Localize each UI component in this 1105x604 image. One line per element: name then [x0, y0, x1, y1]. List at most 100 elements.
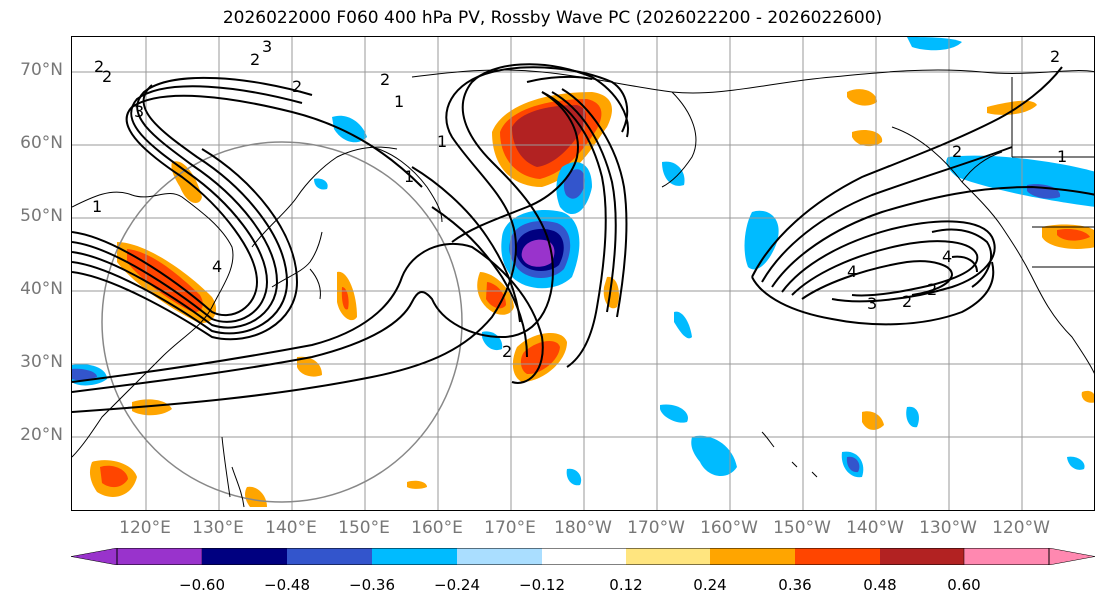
- colorbar-tick: −0.24: [434, 576, 480, 594]
- positive-anomaly: [132, 399, 172, 416]
- colorbar-segment: [542, 548, 626, 565]
- negative-anomaly: [566, 468, 582, 486]
- map-panel: 2 2 3 2 2 1 2 3 4 1 1 1 2 2 1 4 3 2 2 4 …: [71, 36, 1095, 511]
- lon-label-160e: 160°E: [411, 518, 463, 538]
- colorbar-segment: [71, 548, 203, 565]
- negative-anomaly: [846, 456, 860, 473]
- contour-label: 1: [437, 132, 447, 151]
- contour-label: 2: [952, 142, 962, 161]
- negative-anomaly: [744, 210, 779, 270]
- negative-anomaly: [906, 406, 919, 428]
- colorbar-segment: [287, 548, 372, 565]
- lon-label-160w: 160°W: [700, 518, 758, 538]
- colorbar-tick: 0.48: [863, 576, 897, 594]
- contour-label: 2: [292, 77, 302, 96]
- positive-anomaly: [1081, 390, 1094, 403]
- contour-label: 4: [942, 247, 952, 266]
- positive-anomaly: [407, 480, 427, 489]
- lon-label-120w: 120°W: [992, 518, 1050, 538]
- positive-anomaly: [847, 89, 877, 106]
- negative-anomaly: [662, 161, 685, 186]
- contour-labels: 2 2 3 2 2 1 2 3 4 1 1 1 2 2 1 4 3 2 2 4 …: [92, 37, 1067, 361]
- colorbar-segment: [372, 548, 457, 565]
- negative-anomaly: [332, 115, 367, 143]
- lat-label-40n: 40°N: [20, 279, 63, 299]
- colorbar-tick: 0.60: [947, 576, 981, 594]
- colorbar-segment: [880, 548, 964, 565]
- lon-label-150e: 150°E: [338, 518, 390, 538]
- contour-label: 2: [1050, 47, 1060, 66]
- lat-label-60n: 60°N: [20, 133, 63, 153]
- lat-label-30n: 30°N: [20, 352, 63, 372]
- colorbar-tick: −0.48: [264, 576, 310, 594]
- graticule: [72, 37, 1094, 510]
- negative-anomaly: [72, 368, 97, 381]
- positive-anomaly: [100, 465, 128, 488]
- contour-label: 3: [867, 294, 877, 313]
- colorbar-segment: [457, 548, 542, 565]
- negative-anomaly: [907, 37, 962, 51]
- negative-anomaly: [674, 311, 692, 339]
- contour-label: 2: [250, 50, 260, 69]
- negative-anomaly: [660, 404, 688, 423]
- lon-label-120e: 120°E: [119, 518, 171, 538]
- positive-anomaly: [341, 287, 349, 310]
- negative-anomaly: [521, 239, 555, 267]
- region-circle: [101, 141, 463, 503]
- contour-label: 1: [1057, 147, 1067, 166]
- positive-anomaly: [1057, 228, 1090, 241]
- lon-label-170e: 170°E: [484, 518, 536, 538]
- lon-label-130w: 130°W: [919, 518, 977, 538]
- positive-anomaly: [862, 411, 884, 430]
- pv-contours: [72, 63, 1094, 413]
- contour-label: 2: [380, 70, 390, 89]
- colorbar-tick: −0.36: [349, 576, 395, 594]
- map-title: 2026022000 F060 400 hPa PV, Rossby Wave …: [222, 8, 883, 28]
- colorbar-tick: −0.12: [519, 576, 565, 594]
- contour-label: 2: [102, 67, 112, 86]
- colorbar-segment: [963, 548, 1095, 565]
- positive-anomaly: [852, 130, 883, 147]
- contour-label: 4: [212, 257, 222, 276]
- positive-anomaly: [297, 356, 322, 377]
- colorbar-tick: 0.12: [609, 576, 643, 594]
- lat-label-20n: 20°N: [20, 425, 63, 445]
- colorbar: [71, 548, 1095, 565]
- colorbar-tick: −0.60: [179, 576, 225, 594]
- colorbar-tick: 0.36: [778, 576, 812, 594]
- contour-label: 1: [404, 167, 414, 186]
- negative-anomaly: [563, 169, 585, 199]
- contour-label: 3: [134, 102, 144, 121]
- contour-label: 1: [92, 197, 102, 216]
- lat-label-70n: 70°N: [20, 60, 63, 80]
- positive-anomaly: [245, 486, 267, 507]
- lon-label-170w: 170°W: [627, 518, 685, 538]
- contour-label: 2: [502, 342, 512, 361]
- map-canvas: 2 2 3 2 2 1 2 3 4 1 1 1 2 2 1 4 3 2 2 4 …: [72, 37, 1094, 510]
- contour-label: 2: [94, 57, 104, 76]
- negative-anomaly: [314, 178, 328, 190]
- contour-label: 2: [927, 280, 937, 299]
- negative-anomaly: [482, 331, 503, 351]
- lon-label-130e: 130°E: [192, 518, 244, 538]
- positive-anomaly: [603, 276, 619, 309]
- contour-label: 1: [394, 92, 404, 111]
- lon-label-140e: 140°E: [265, 518, 317, 538]
- colorbar-tick: 0.24: [693, 576, 727, 594]
- positive-anomaly: [520, 340, 560, 375]
- lon-label-180w: 180°W: [554, 518, 612, 538]
- lon-label-150w: 150°W: [773, 518, 831, 538]
- lon-label-140w: 140°W: [846, 518, 904, 538]
- lat-label-50n: 50°N: [20, 206, 63, 226]
- contour-label: 4: [847, 262, 857, 281]
- colorbar-segment: [626, 548, 710, 565]
- anomaly-shading: [72, 37, 1094, 507]
- colorbar-segment: [202, 548, 287, 565]
- negative-anomaly: [1067, 456, 1085, 470]
- positive-anomaly: [512, 105, 586, 167]
- contour-label: 3: [262, 37, 272, 56]
- negative-anomaly: [691, 435, 737, 477]
- contour-label: 2: [902, 292, 912, 311]
- negative-anomaly: [946, 155, 1094, 207]
- colorbar-segment: [795, 548, 880, 565]
